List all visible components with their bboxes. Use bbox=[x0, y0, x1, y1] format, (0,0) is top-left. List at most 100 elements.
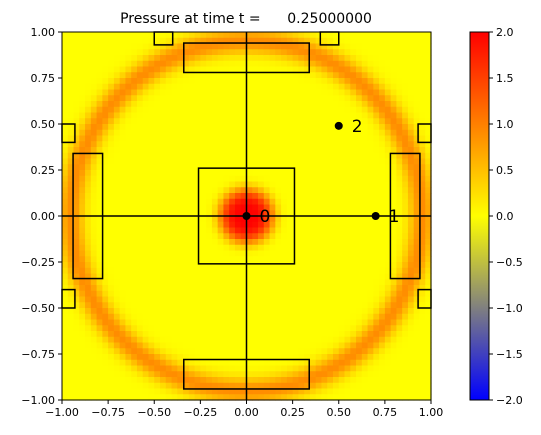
heatmap-cell bbox=[390, 273, 398, 280]
heatmap-cell bbox=[390, 37, 398, 45]
heatmap-cell bbox=[292, 49, 299, 56]
probe-label: 1 bbox=[389, 207, 400, 227]
heatmap-cell bbox=[73, 175, 80, 183]
heatmap-cell bbox=[361, 354, 369, 361]
heatmap-cell bbox=[160, 170, 167, 177]
heatmap-cell bbox=[90, 273, 98, 280]
heatmap-cell bbox=[425, 181, 432, 188]
heatmap-cell bbox=[396, 319, 403, 326]
heatmap-cell bbox=[131, 164, 138, 171]
heatmap-cell bbox=[252, 181, 259, 188]
heatmap-cell bbox=[223, 285, 230, 292]
heatmap-cell bbox=[96, 394, 103, 401]
heatmap-cell bbox=[73, 158, 80, 165]
heatmap-cell bbox=[211, 331, 219, 338]
heatmap-cell bbox=[275, 371, 282, 378]
heatmap-cell bbox=[177, 124, 184, 131]
heatmap-cell bbox=[373, 141, 380, 148]
heatmap-cell bbox=[183, 124, 190, 131]
heatmap-cell bbox=[367, 147, 374, 154]
heatmap-cell bbox=[402, 279, 409, 286]
heatmap-cell bbox=[125, 129, 132, 137]
heatmap-cell bbox=[407, 43, 415, 50]
heatmap-cell bbox=[165, 290, 173, 298]
heatmap-cell bbox=[79, 43, 86, 50]
heatmap-cell bbox=[263, 342, 271, 349]
heatmap-cell bbox=[361, 319, 369, 326]
heatmap-cell bbox=[419, 250, 426, 257]
heatmap-cell bbox=[332, 60, 340, 68]
heatmap-cell bbox=[413, 313, 421, 321]
heatmap-cell bbox=[206, 331, 213, 338]
heatmap-cell bbox=[396, 32, 403, 39]
heatmap-cell bbox=[200, 101, 207, 108]
heatmap-cell bbox=[96, 250, 103, 257]
heatmap-cell bbox=[327, 198, 334, 206]
heatmap-cell bbox=[413, 302, 421, 309]
heatmap-cell bbox=[136, 78, 144, 85]
heatmap-cell bbox=[108, 302, 115, 309]
heatmap-cell bbox=[304, 66, 311, 73]
heatmap-cell bbox=[315, 239, 323, 246]
heatmap-cell bbox=[148, 106, 155, 114]
heatmap-cell bbox=[79, 290, 86, 298]
heatmap-cell bbox=[281, 296, 288, 303]
heatmap-cell bbox=[246, 239, 253, 246]
heatmap-cell bbox=[298, 158, 305, 165]
heatmap-cell bbox=[119, 152, 127, 160]
heatmap-cell bbox=[223, 348, 230, 355]
heatmap-cell bbox=[298, 175, 305, 183]
heatmap-cell bbox=[73, 55, 80, 62]
heatmap-cell bbox=[206, 37, 213, 45]
heatmap-cell bbox=[102, 164, 109, 171]
heatmap-cell bbox=[206, 95, 213, 102]
heatmap-cell bbox=[188, 72, 196, 79]
heatmap-cell bbox=[373, 262, 380, 269]
heatmap-cell bbox=[165, 377, 173, 384]
heatmap-cell bbox=[338, 181, 346, 188]
heatmap-cell bbox=[419, 216, 426, 223]
heatmap-cell bbox=[154, 66, 161, 73]
heatmap-cell bbox=[338, 55, 346, 62]
heatmap-cell bbox=[332, 181, 340, 188]
heatmap-cell bbox=[223, 227, 230, 234]
heatmap-cell bbox=[165, 296, 173, 303]
heatmap-cell bbox=[379, 394, 386, 401]
heatmap-cell bbox=[136, 365, 144, 372]
heatmap-cell bbox=[327, 359, 334, 367]
heatmap-cell bbox=[373, 394, 380, 401]
heatmap-cell bbox=[96, 388, 103, 395]
heatmap-cell bbox=[229, 239, 236, 246]
heatmap-cell bbox=[356, 72, 363, 79]
heatmap-cell bbox=[62, 118, 69, 125]
heatmap-cell bbox=[338, 37, 346, 45]
heatmap-cell bbox=[125, 152, 132, 160]
heatmap-cell bbox=[62, 66, 69, 73]
heatmap-cell bbox=[275, 49, 282, 56]
heatmap-cell bbox=[344, 37, 351, 45]
heatmap-cell bbox=[373, 37, 380, 45]
heatmap-cell bbox=[367, 308, 374, 315]
heatmap-cell bbox=[252, 198, 259, 206]
heatmap-cell bbox=[338, 262, 346, 269]
heatmap-cell bbox=[252, 250, 259, 257]
heatmap-cell bbox=[102, 37, 109, 45]
heatmap-cell bbox=[113, 382, 121, 390]
heatmap-cell bbox=[396, 95, 403, 102]
heatmap-cell bbox=[211, 319, 219, 326]
heatmap-cell bbox=[223, 95, 230, 102]
heatmap-cell bbox=[234, 112, 242, 119]
heatmap-cell bbox=[367, 325, 374, 332]
heatmap-cell bbox=[142, 216, 150, 223]
heatmap-cell bbox=[390, 164, 398, 171]
heatmap-cell bbox=[373, 221, 380, 229]
heatmap-cell bbox=[315, 60, 323, 68]
heatmap-cell bbox=[102, 285, 109, 292]
heatmap-cell bbox=[206, 227, 213, 234]
heatmap-cell bbox=[113, 152, 121, 160]
heatmap-cell bbox=[234, 124, 242, 131]
heatmap-cell bbox=[96, 158, 103, 165]
heatmap-cell bbox=[217, 382, 225, 390]
heatmap-cell bbox=[102, 365, 109, 372]
heatmap-cell bbox=[142, 158, 150, 165]
